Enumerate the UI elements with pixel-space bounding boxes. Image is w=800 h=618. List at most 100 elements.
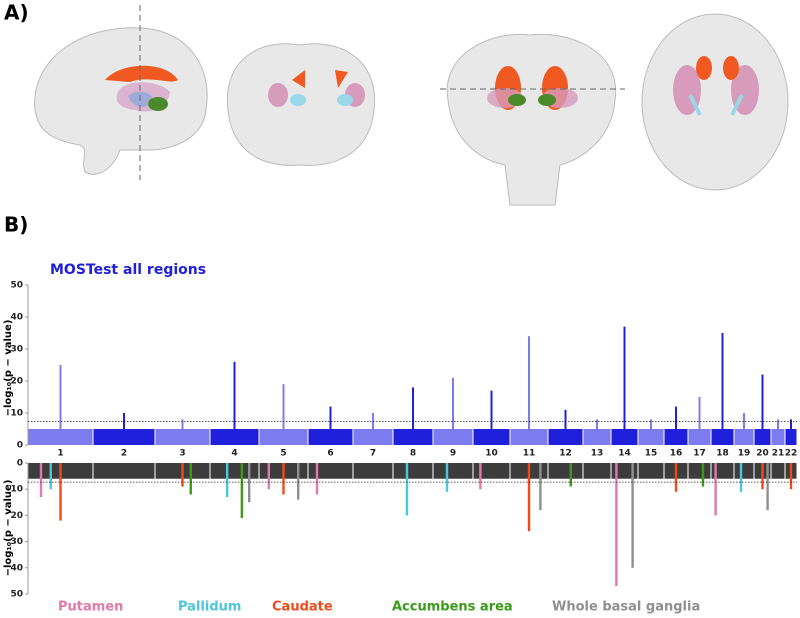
peak xyxy=(282,463,285,495)
peak xyxy=(528,336,530,445)
y-tick-label: 50 xyxy=(10,281,23,291)
x-tick-label: 15 xyxy=(645,449,658,459)
peak xyxy=(412,387,414,445)
y-tick-label: 10 xyxy=(10,409,23,419)
peak xyxy=(675,406,677,445)
background-block xyxy=(210,463,259,479)
peak xyxy=(564,409,567,445)
peak xyxy=(240,463,244,519)
peak xyxy=(777,419,779,445)
peak xyxy=(181,419,184,445)
peak xyxy=(49,463,52,490)
peak xyxy=(282,384,285,445)
y-tick-label: 50 xyxy=(10,590,23,600)
y-tick-label: 20 xyxy=(10,377,23,387)
background-block xyxy=(393,463,433,479)
y-tick-label: 40 xyxy=(10,563,23,573)
peak xyxy=(650,419,652,445)
peak xyxy=(790,419,792,445)
x-tick-label: 16 xyxy=(670,449,683,459)
legend-entry: Accumbens area xyxy=(392,600,513,615)
peak xyxy=(233,361,236,445)
background-block xyxy=(711,463,734,479)
background-block xyxy=(611,463,638,479)
y-axis-label: −log₁₀(p − value) xyxy=(3,320,14,417)
peak xyxy=(623,326,626,445)
peak xyxy=(329,406,332,445)
background-block xyxy=(308,463,353,479)
x-tick-label: 11 xyxy=(523,449,536,459)
legend-entry: Caudate xyxy=(272,600,333,615)
peak xyxy=(721,333,724,445)
background-block xyxy=(433,463,473,479)
peak xyxy=(405,463,409,516)
peak xyxy=(225,463,229,498)
x-tick-label: 14 xyxy=(618,449,631,459)
x-tick-label: 1 xyxy=(57,449,63,459)
background-block xyxy=(688,463,711,479)
peak xyxy=(248,463,251,503)
x-tick-label: 6 xyxy=(327,449,333,459)
peak xyxy=(452,377,454,445)
x-tick-label: 12 xyxy=(559,449,572,459)
peak xyxy=(59,365,62,445)
peak xyxy=(743,413,745,445)
y-tick-label: 0 xyxy=(17,441,23,451)
peak xyxy=(372,413,374,445)
peak xyxy=(445,463,449,492)
peak xyxy=(123,413,125,445)
y-tick-label: 20 xyxy=(10,511,23,521)
peak xyxy=(698,397,701,445)
background-block xyxy=(473,463,510,479)
y-tick-label: 30 xyxy=(10,537,23,547)
peak xyxy=(739,463,743,492)
peak xyxy=(789,463,793,490)
y-tick-label: 40 xyxy=(10,313,23,323)
peak xyxy=(490,390,493,445)
legend-entry: Pallidum xyxy=(178,600,241,615)
background-block xyxy=(583,463,611,479)
peak xyxy=(569,463,572,487)
peak xyxy=(596,419,598,445)
peak xyxy=(59,463,62,521)
peak xyxy=(714,463,717,516)
x-tick-label: 22 xyxy=(785,449,798,459)
legend-entry: Whole basal ganglia xyxy=(552,600,700,615)
peak xyxy=(539,463,542,511)
background-block xyxy=(93,463,155,479)
x-tick-label: 10 xyxy=(485,449,498,459)
x-tick-label: 3 xyxy=(179,449,185,459)
x-tick-label: 17 xyxy=(693,449,706,459)
peak xyxy=(479,463,482,490)
x-tick-label: 7 xyxy=(370,449,376,459)
panel-label: B) xyxy=(4,213,28,237)
y-tick-label: 0 xyxy=(17,459,23,469)
peak xyxy=(189,463,192,495)
x-tick-label: 20 xyxy=(756,449,769,459)
peak xyxy=(181,463,184,487)
background-block xyxy=(638,463,664,479)
x-tick-label: 2 xyxy=(121,449,127,459)
y-axis-label: −log₁₀(p − value) xyxy=(3,480,14,577)
legend-entry: Putamen xyxy=(58,600,123,615)
peak xyxy=(297,463,300,500)
peak xyxy=(267,463,270,490)
brain-illustrations xyxy=(34,5,789,206)
x-tick-label: 13 xyxy=(591,449,604,459)
peak xyxy=(39,463,43,498)
x-tick-label: 8 xyxy=(410,449,416,459)
x-tick-label: 18 xyxy=(716,449,729,459)
background-block xyxy=(548,463,583,479)
peak xyxy=(315,463,319,495)
peak xyxy=(631,463,634,568)
background-block xyxy=(734,463,754,479)
x-tick-label: 9 xyxy=(450,449,456,459)
y-tick-label: 30 xyxy=(10,345,23,355)
peak xyxy=(674,463,678,492)
x-tick-label: 5 xyxy=(280,449,286,459)
peak xyxy=(701,463,705,487)
peak xyxy=(761,463,764,490)
peak xyxy=(761,374,764,445)
chart-title: MOSTest all regions xyxy=(50,262,206,278)
